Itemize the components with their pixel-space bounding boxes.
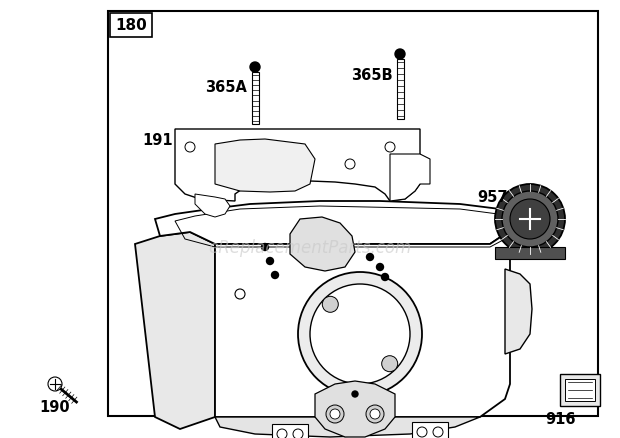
Circle shape [366,254,373,261]
Bar [565,379,595,401]
Text: 365B: 365B [352,67,393,82]
Circle shape [433,427,443,437]
Circle shape [298,272,422,396]
Bar [252,73,259,125]
Text: 957: 957 [477,190,508,205]
Circle shape [48,377,62,391]
Circle shape [250,63,260,73]
Circle shape [352,391,358,397]
Circle shape [330,409,340,419]
Bar [495,247,565,259]
Circle shape [376,264,384,271]
Bar [108,12,598,416]
Polygon shape [135,233,215,429]
Circle shape [417,427,427,437]
Circle shape [502,191,558,247]
Circle shape [381,274,389,281]
Text: 191: 191 [143,133,173,148]
Circle shape [382,356,397,372]
Polygon shape [390,155,430,201]
Circle shape [395,50,405,60]
Circle shape [322,297,339,313]
Circle shape [370,409,380,419]
Circle shape [495,184,565,254]
Circle shape [293,429,303,438]
Circle shape [267,258,273,265]
Polygon shape [215,234,510,417]
Polygon shape [315,381,395,437]
Bar [397,60,404,120]
Text: 916: 916 [545,411,575,426]
Circle shape [277,429,287,438]
Circle shape [262,244,268,251]
Circle shape [510,200,550,240]
Bar [110,14,152,38]
Text: 180: 180 [115,18,147,33]
Polygon shape [175,130,420,201]
Polygon shape [195,194,230,218]
Polygon shape [505,269,532,354]
Text: eReplacementParts.com: eReplacementParts.com [208,238,412,256]
Polygon shape [215,417,480,437]
Polygon shape [155,201,510,244]
Bar [412,422,448,438]
Circle shape [235,290,245,299]
Circle shape [385,143,395,153]
Polygon shape [215,140,315,193]
Circle shape [345,159,355,170]
Circle shape [272,272,278,279]
Text: 190: 190 [40,399,70,414]
Polygon shape [290,218,355,272]
Text: 365A: 365A [205,80,247,95]
Circle shape [326,405,344,423]
Bar [560,374,600,406]
Circle shape [366,405,384,423]
Circle shape [185,143,195,153]
Circle shape [310,284,410,384]
Bar [272,424,308,438]
